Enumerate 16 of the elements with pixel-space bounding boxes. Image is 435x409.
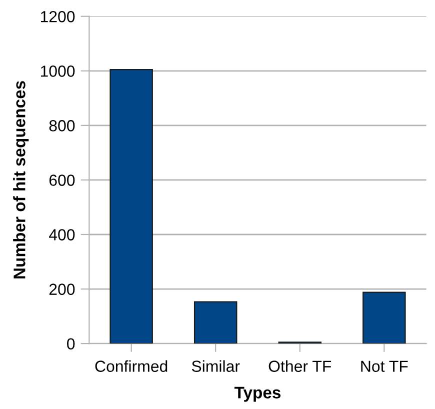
y-tick-label: 200	[49, 284, 75, 295]
bar	[362, 292, 406, 344]
x-tick-label: Not TF	[361, 360, 408, 372]
x-tick-label: Other TF	[268, 360, 332, 372]
y-tick-label: 400	[49, 229, 75, 240]
y-tick-label: 800	[49, 120, 75, 132]
y-tick-label: 0	[67, 338, 75, 350]
bar	[110, 68, 153, 344]
x-axis-title: Types	[234, 386, 281, 402]
x-tick-label: Similar	[192, 360, 240, 372]
y-tick-label: 1000	[40, 66, 75, 77]
y-axis-title: Number of hit sequences	[13, 81, 29, 278]
bar	[194, 301, 238, 344]
y-tick-label: 1200	[40, 10, 75, 22]
y-tick-label: 600	[49, 174, 75, 186]
x-tick-label: Confirmed	[95, 360, 168, 372]
